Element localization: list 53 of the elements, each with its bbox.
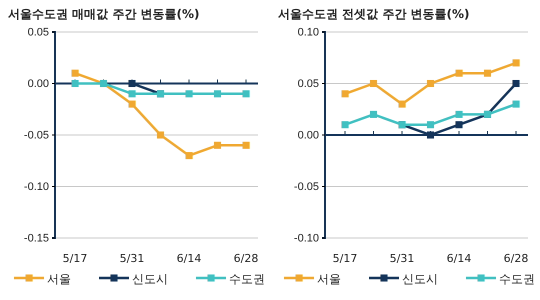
y-tick-label: 0.10 xyxy=(298,26,319,39)
y-tick-label: 0.05 xyxy=(298,78,319,90)
point xyxy=(512,80,520,88)
point xyxy=(214,142,222,149)
legend-label: 서울 xyxy=(317,272,341,286)
point xyxy=(484,70,492,77)
y-tick-label: -0.15 xyxy=(24,232,49,245)
point xyxy=(455,121,463,128)
y-tick-label: 0.00 xyxy=(28,78,49,90)
x-tick-label: 6/14 xyxy=(176,252,202,265)
point xyxy=(370,80,378,88)
point xyxy=(185,90,193,98)
x-tick-label: 5/17 xyxy=(332,252,358,265)
x-tick-label: 5/31 xyxy=(390,252,414,265)
legend-label: 수도권 xyxy=(229,272,265,286)
legend-label: 신도시 xyxy=(132,272,168,286)
point xyxy=(512,100,520,108)
chart-title: 서울수도권 매매값 주간 변동률(%) xyxy=(8,7,200,21)
x-tick-label: 6/28 xyxy=(504,252,528,265)
x-tick-label: 5/17 xyxy=(62,252,88,265)
x-tick-label: 6/14 xyxy=(446,252,472,265)
point xyxy=(398,100,406,108)
chart-title: 서울수도권 전셋값 주간 변동률(%) xyxy=(278,7,470,21)
y-tick-label: -0.05 xyxy=(294,181,319,194)
x-tick-label: 5/31 xyxy=(120,252,144,265)
point xyxy=(71,70,79,77)
point xyxy=(242,90,250,98)
point xyxy=(455,110,463,118)
point xyxy=(185,152,193,160)
point xyxy=(128,80,136,88)
point xyxy=(214,90,222,98)
legend-label: 서울 xyxy=(47,272,71,286)
point xyxy=(156,131,164,139)
point xyxy=(341,90,349,98)
point xyxy=(370,110,378,118)
legend-label: 신도시 xyxy=(402,272,438,286)
legend-label: 수도권 xyxy=(499,272,535,286)
point xyxy=(71,80,79,88)
point xyxy=(426,131,434,139)
y-tick-label: -0.05 xyxy=(24,130,49,142)
y-tick-label: -0.10 xyxy=(294,232,319,245)
point xyxy=(128,90,136,98)
point xyxy=(242,142,250,149)
y-tick-label: 0.05 xyxy=(28,26,49,39)
y-tick-label: -0.10 xyxy=(24,181,49,194)
point xyxy=(426,80,434,88)
point xyxy=(128,100,136,108)
x-tick-label: 6/28 xyxy=(234,252,258,265)
y-tick-label: 0.00 xyxy=(298,130,319,142)
point xyxy=(455,70,463,77)
point xyxy=(512,59,520,66)
point xyxy=(341,121,349,128)
point xyxy=(426,121,434,128)
